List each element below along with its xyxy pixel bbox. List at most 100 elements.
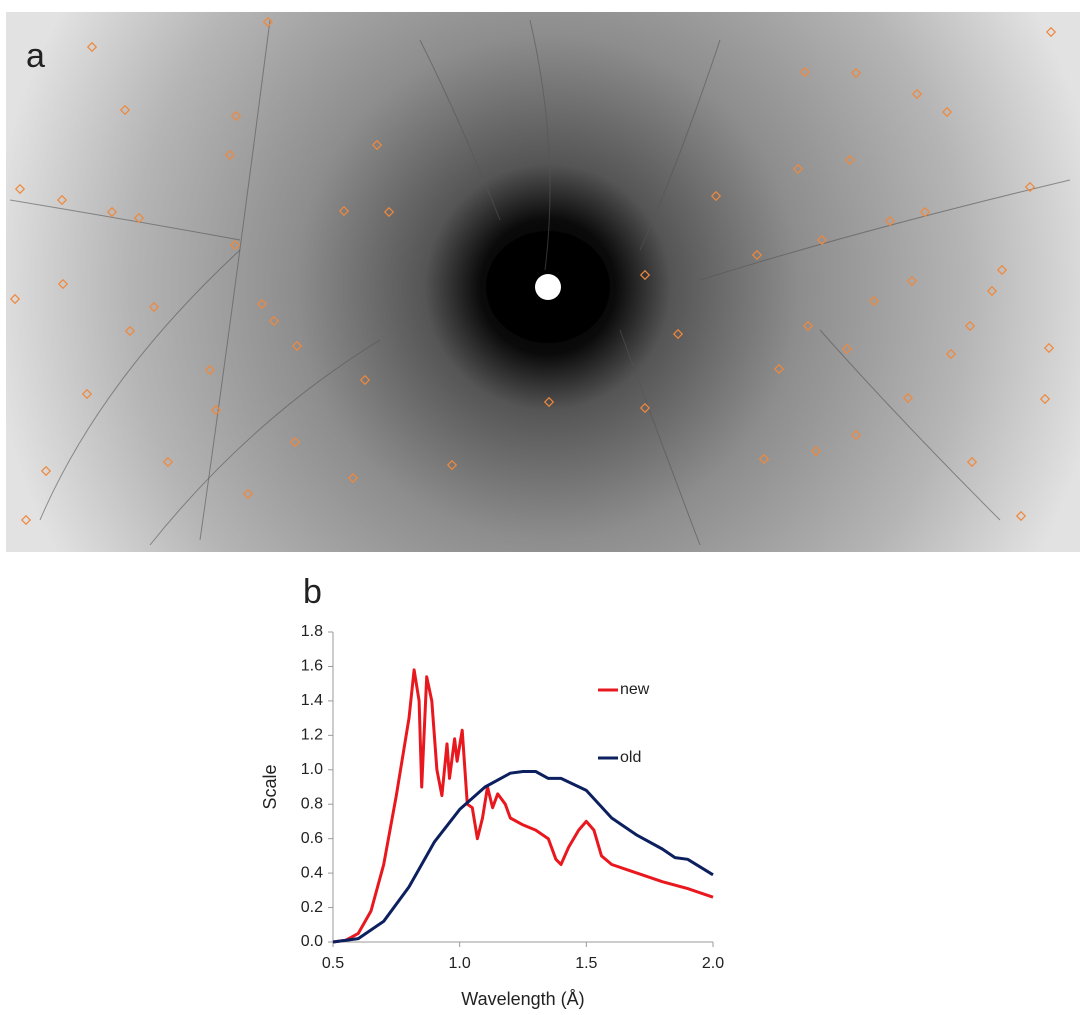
reflection-marker	[758, 453, 770, 465]
y-tick-label: 1.2	[301, 727, 323, 744]
y-tick-label: 1.8	[301, 623, 323, 640]
x-tick-label: 0.5	[322, 955, 344, 972]
reflection-marker	[291, 340, 303, 352]
legend-label: old	[620, 749, 641, 766]
reflection-marker	[204, 364, 216, 376]
reflection-marker	[816, 234, 828, 246]
diffraction-streak	[9, 199, 241, 241]
reflection-marker	[986, 285, 998, 297]
diffraction-streak	[529, 19, 551, 271]
reflection-marker	[941, 106, 953, 118]
reflection-marker	[148, 301, 160, 313]
beam-stop	[535, 274, 561, 300]
y-tick-label: 1.6	[301, 658, 323, 675]
reflection-marker	[371, 139, 383, 151]
reflection-marker	[1024, 181, 1036, 193]
reflection-marker	[124, 325, 136, 337]
x-tick-label: 1.0	[449, 955, 471, 972]
diffraction-streak	[639, 39, 721, 251]
y-tick-label: 0.6	[301, 830, 323, 847]
reflection-marker	[14, 183, 26, 195]
diffraction-streak	[199, 19, 271, 541]
reflection-marker	[884, 215, 896, 227]
reflection-marker	[40, 465, 52, 477]
reflection-marker	[446, 459, 458, 471]
reflection-marker	[902, 392, 914, 404]
reflection-marker	[262, 16, 274, 28]
reflection-marker	[964, 320, 976, 332]
diffraction-streak	[699, 179, 1071, 281]
reflection-marker	[162, 456, 174, 468]
line-series	[332, 668, 714, 944]
reflection-marker	[256, 298, 268, 310]
reflection-marker	[751, 249, 763, 261]
reflection-marker	[224, 149, 236, 161]
reflection-marker	[81, 388, 93, 400]
reflection-marker	[710, 190, 722, 202]
reflection-marker	[1039, 393, 1051, 405]
reflection-marker	[966, 456, 978, 468]
reflection-marker	[773, 363, 785, 375]
reflection-marker	[850, 429, 862, 441]
reflection-marker	[639, 402, 651, 414]
reflection-marker	[1043, 342, 1055, 354]
diffraction-image	[6, 12, 1080, 552]
reflection-marker	[383, 206, 395, 218]
reflection-marker	[9, 293, 21, 305]
reflection-marker	[996, 264, 1008, 276]
reflection-marker	[1015, 510, 1027, 522]
y-tick-label: 1.4	[301, 692, 323, 709]
reflection-marker	[841, 343, 853, 355]
panel-label: b	[303, 573, 322, 611]
reflection-marker	[810, 445, 822, 457]
reflection-marker	[844, 154, 856, 166]
reflection-marker	[919, 206, 931, 218]
y-tick-label: 0.2	[301, 899, 323, 916]
diffraction-streak	[619, 329, 701, 546]
legend-label: new	[620, 681, 650, 698]
reflection-marker	[57, 278, 69, 290]
y-axis-title: Scale	[260, 764, 280, 809]
reflection-marker	[210, 404, 222, 416]
diffraction-streak	[149, 339, 381, 546]
y-tick-label: 0.0	[301, 933, 323, 950]
reflection-marker	[119, 104, 131, 116]
reflection-marker	[230, 110, 242, 122]
reflection-marker	[799, 66, 811, 78]
diffraction-streak	[39, 249, 241, 521]
reflection-marker	[338, 205, 350, 217]
reflection-marker	[268, 315, 280, 327]
reflection-marker	[86, 41, 98, 53]
line-series	[332, 770, 714, 944]
reflection-marker	[639, 269, 651, 281]
reflection-marker	[543, 396, 555, 408]
reflection-marker	[359, 374, 371, 386]
diffraction-streak	[419, 39, 501, 221]
panel-label: a	[26, 37, 45, 75]
reflection-marker	[792, 163, 804, 175]
reflection-marker	[868, 295, 880, 307]
x-axis-title: Wavelength (Å)	[461, 989, 584, 1009]
reflection-marker	[56, 194, 68, 206]
reflection-marker	[911, 88, 923, 100]
reflection-marker	[289, 436, 301, 448]
x-tick-label: 1.5	[575, 955, 597, 972]
reflection-marker	[106, 206, 118, 218]
reflection-marker	[906, 275, 918, 287]
reflection-marker	[672, 328, 684, 340]
y-tick-label: 0.4	[301, 864, 323, 881]
reflection-marker	[242, 488, 254, 500]
reflection-marker	[945, 348, 957, 360]
reflection-marker	[1045, 26, 1057, 38]
y-tick-label: 0.8	[301, 795, 323, 812]
reflection-marker	[133, 212, 145, 224]
y-tick-label: 1.0	[301, 761, 323, 778]
reflection-marker	[802, 320, 814, 332]
diffraction-streak	[819, 329, 1001, 521]
reflection-marker	[229, 239, 241, 251]
reflection-marker	[850, 67, 862, 79]
reflection-marker	[20, 514, 32, 526]
reflection-marker	[347, 472, 359, 484]
